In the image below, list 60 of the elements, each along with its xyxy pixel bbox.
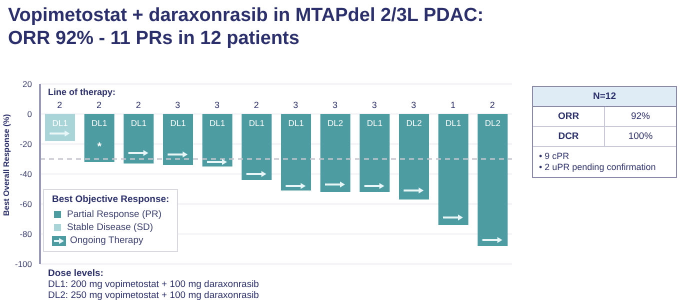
text: DCR (533, 127, 605, 146)
annotation: DL1 (446, 118, 462, 128)
y-tick-label: -20 (20, 139, 32, 150)
text: 92% (630, 110, 651, 124)
x-tick-label: 3 (175, 100, 180, 110)
text: DL2: 250 mg vopimetostat + 100 mg daraxonrasib (48, 290, 259, 301)
text: ORR (533, 107, 605, 126)
point (261, 171, 266, 177)
text: • 2 uPR pending confirmation (539, 162, 657, 173)
text: • 9 cPR (539, 151, 570, 162)
x-tick-label: 2 (96, 100, 102, 110)
annotation: DL2 (328, 118, 344, 128)
point (300, 183, 306, 189)
point (64, 130, 70, 136)
point (340, 182, 345, 188)
x-tick-label: 3 (332, 100, 338, 110)
y-tick-label: -100 (14, 259, 32, 270)
annotation: DL1 (92, 118, 108, 128)
x-tick-label: 2 (136, 100, 141, 110)
annotation: DL1 (210, 118, 226, 128)
x-tick-label: 2 (254, 100, 259, 110)
annotation: DL2 (406, 118, 422, 128)
annotation: DL1 (366, 118, 383, 128)
annotation: * (97, 141, 102, 153)
legend-title: Best Objective Response: (52, 194, 170, 205)
x-tick-label: 3 (214, 100, 220, 110)
text: N=12 (533, 87, 676, 107)
annotation: DL1 (248, 118, 265, 128)
annotation: DL1 (130, 118, 147, 128)
point (379, 183, 384, 189)
text: DL1: 200 mg vopimetostat + 100 mg daraxonrasib (48, 279, 259, 290)
text: 100% (627, 130, 654, 144)
y-tick-label: 20 (22, 79, 32, 90)
point (182, 152, 188, 158)
chart-title: Vopimetostat + daraxonrasib in MTAPdel 2/3L PDAC: ORR 92% - 11 PRs in 12 patients (8, 4, 484, 50)
point (143, 150, 148, 156)
y-tick-label: -60 (20, 199, 32, 210)
legend-label: Ongoing Therapy (70, 234, 144, 247)
annotation: DL2 (484, 118, 501, 128)
point (418, 188, 424, 194)
x-tick-label: 1 (450, 100, 456, 110)
x-tick-label: 2 (490, 100, 495, 110)
y-axis-title: Best Overall Response (%) (2, 114, 11, 216)
annotation: DL1 (52, 118, 68, 128)
annotation: DL1 (170, 118, 186, 128)
point (222, 159, 227, 165)
y-tick-label: -80 (20, 229, 32, 240)
y-tick-label: -40 (20, 169, 32, 180)
annotation: DL1 (288, 118, 304, 128)
text: Dose levels: (48, 268, 104, 279)
x-tick-label: 3 (293, 100, 298, 110)
legend-label: Partial Response (PR) (67, 208, 162, 221)
point (458, 214, 463, 220)
x-tick-label: 3 (372, 100, 377, 110)
x-tick-label: 3 (411, 100, 416, 110)
annotation: Line of therapy: (48, 87, 116, 97)
y-tick-label: 0 (27, 109, 32, 120)
x-tick-label: 2 (57, 100, 62, 110)
legend-label: Stable Disease (SD) (67, 221, 154, 234)
point (497, 237, 502, 243)
